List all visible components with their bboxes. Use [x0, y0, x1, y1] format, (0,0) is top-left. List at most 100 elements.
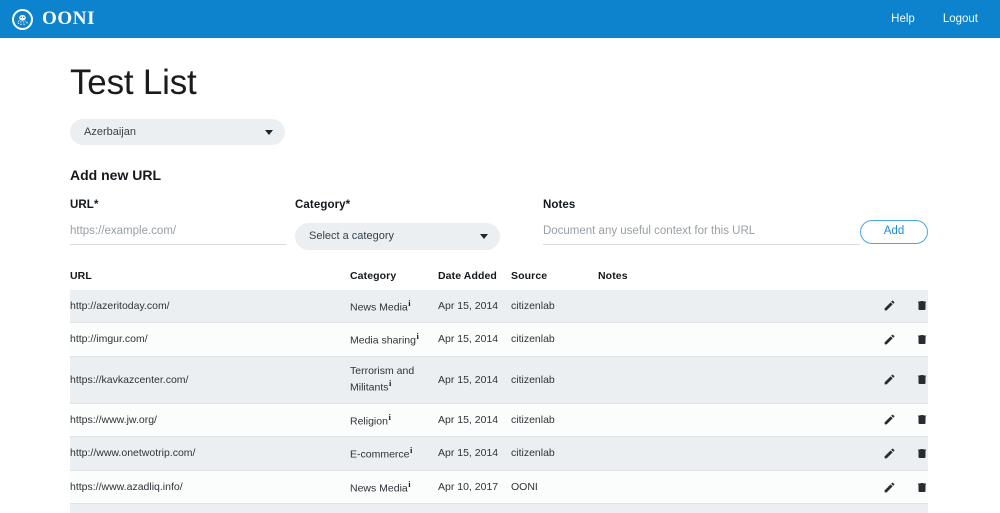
- info-icon[interactable]: i: [389, 377, 392, 388]
- column-header-notes: Notes: [598, 269, 628, 282]
- ooni-octopus-logo-icon: [12, 8, 33, 30]
- table-head: URL Category Date Added Source Notes: [70, 270, 928, 290]
- column-header-url: URL: [70, 269, 92, 282]
- column-header-date: Date Added: [438, 269, 497, 282]
- cell-url: https://www.jw.org/: [70, 413, 157, 426]
- url-input[interactable]: [70, 222, 286, 245]
- cell-category: News Mediai: [350, 470, 438, 504]
- cell-actions: [758, 504, 928, 513]
- pencil-icon[interactable]: [883, 447, 896, 460]
- category-field-label: Category*: [295, 198, 351, 211]
- category-field-group: Category* Select a category: [295, 199, 518, 250]
- cell-notes: [598, 323, 758, 357]
- table-row: https://kavkazcenter.com/Terrorism and M…: [70, 356, 928, 403]
- info-icon[interactable]: i: [408, 297, 411, 308]
- cell-date-added: Apr 15, 2014: [438, 333, 499, 346]
- info-icon[interactable]: i: [410, 445, 413, 456]
- trash-icon[interactable]: [916, 481, 928, 494]
- cell-date-added: Apr 15, 2014: [438, 413, 499, 426]
- cell-url: http://imgur.com/: [70, 333, 148, 346]
- trash-icon[interactable]: [916, 299, 928, 312]
- add-button[interactable]: Add: [860, 219, 928, 244]
- notes-field-label: Notes: [542, 198, 576, 211]
- cell-date-added: Apr 10, 2017: [438, 481, 499, 494]
- nav-link-logout[interactable]: Logout: [942, 13, 978, 25]
- table-header-row: URL Category Date Added Source Notes: [70, 270, 928, 290]
- cell-date-added: Apr 15, 2014: [438, 299, 499, 312]
- category-label: News Mediai: [350, 297, 411, 314]
- cell-actions: [758, 437, 928, 471]
- cell-notes: [598, 290, 758, 323]
- table-row: http://www.onetwotrip.com/E-commercei Apr…: [70, 436, 928, 471]
- cell-url: https://www.azadliq.org/: [70, 504, 350, 513]
- cell-source: citizenlab: [511, 299, 555, 312]
- info-icon[interactable]: i: [388, 411, 391, 422]
- cell-actions: [758, 290, 928, 323]
- add-button-wrap: Add: [860, 199, 1000, 244]
- category-select-value: Select a category: [309, 230, 394, 242]
- cell-actions: [758, 403, 928, 437]
- pencil-icon[interactable]: [883, 333, 896, 346]
- cell-source: citizenlab: [511, 373, 555, 386]
- info-icon[interactable]: i: [416, 331, 419, 342]
- column-header-category: Category: [350, 269, 397, 282]
- chevron-down-icon: [265, 129, 273, 135]
- notes-input[interactable]: [542, 222, 860, 245]
- country-select[interactable]: Azerbaijan: [70, 118, 285, 145]
- info-icon[interactable]: i: [408, 478, 411, 489]
- cell-category: E-commercei: [350, 437, 438, 471]
- nav-links: Help Logout: [891, 13, 978, 25]
- top-navbar: OONI Help Logout: [0, 0, 1000, 38]
- test-list-table: URL Category Date Added Source Notes htt…: [70, 270, 928, 513]
- pencil-icon[interactable]: [883, 299, 896, 312]
- table-row: http://azeritoday.com/News Mediai Apr 15,…: [70, 289, 928, 323]
- cell-notes: [598, 504, 758, 513]
- brand-name: OONI: [42, 8, 96, 29]
- cell-date-added: Apr 15, 2014: [438, 447, 499, 460]
- cell-notes: [598, 403, 758, 437]
- cell-notes: [598, 437, 758, 471]
- column-header-source: Source: [511, 269, 548, 282]
- test-list-table-wrap: URL Category Date Added Source Notes htt…: [70, 270, 928, 513]
- country-select-value: Azerbaijan: [84, 125, 136, 138]
- cell-source: citizenlab: [511, 447, 555, 460]
- category-label: Religioni: [350, 411, 391, 428]
- category-label: Media sharingi: [350, 331, 419, 347]
- cell-notes: [598, 356, 758, 403]
- cell-url: http://azeritoday.com/: [70, 299, 170, 312]
- pencil-icon[interactable]: [883, 481, 896, 494]
- add-url-form: URL* Category* Select a category Notes A…: [70, 199, 1000, 250]
- page-content: Test List Azerbaijan Add new URL URL* Ca…: [0, 63, 1000, 513]
- cell-category: News Mediai: [350, 504, 438, 513]
- cell-actions: [758, 323, 928, 357]
- category-select[interactable]: Select a category: [295, 222, 500, 250]
- column-header-actions: [758, 270, 928, 290]
- cell-date-added: Apr 15, 2014: [438, 373, 499, 386]
- cell-category: Terrorism and Militantsi: [350, 356, 438, 403]
- url-field-label: URL*: [70, 198, 99, 211]
- trash-icon[interactable]: [916, 413, 928, 426]
- cell-source: citizenlab: [511, 333, 555, 346]
- cell-source: citizenlab: [511, 413, 555, 426]
- trash-icon[interactable]: [916, 373, 928, 386]
- cell-notes: [598, 470, 758, 504]
- cell-category: Media sharingi: [350, 323, 438, 357]
- page-title: Test List: [70, 63, 197, 102]
- chevron-down-icon: [480, 234, 488, 239]
- brand-logo[interactable]: OONI: [12, 8, 95, 30]
- table-row: https://www.jw.org/Religioni Apr 15, 2014…: [70, 403, 928, 437]
- category-label: Terrorism and Militantsi: [350, 364, 415, 394]
- pencil-icon[interactable]: [883, 413, 896, 426]
- nav-link-help[interactable]: Help: [891, 13, 915, 25]
- table-body: http://azeritoday.com/News Mediai Apr 15,…: [70, 289, 928, 513]
- cell-url: https://www.azadliq.info/: [70, 481, 183, 494]
- trash-icon[interactable]: [916, 447, 928, 460]
- cell-category: News Mediai: [350, 290, 438, 323]
- pencil-icon[interactable]: [883, 373, 896, 386]
- cell-source: OONI: [511, 481, 538, 494]
- cell-actions: [758, 356, 928, 403]
- table-row: https://www.azadliq.info/News Mediai Apr …: [70, 470, 928, 504]
- cell-url: https://kavkazcenter.com/: [70, 373, 189, 386]
- trash-icon[interactable]: [916, 333, 928, 346]
